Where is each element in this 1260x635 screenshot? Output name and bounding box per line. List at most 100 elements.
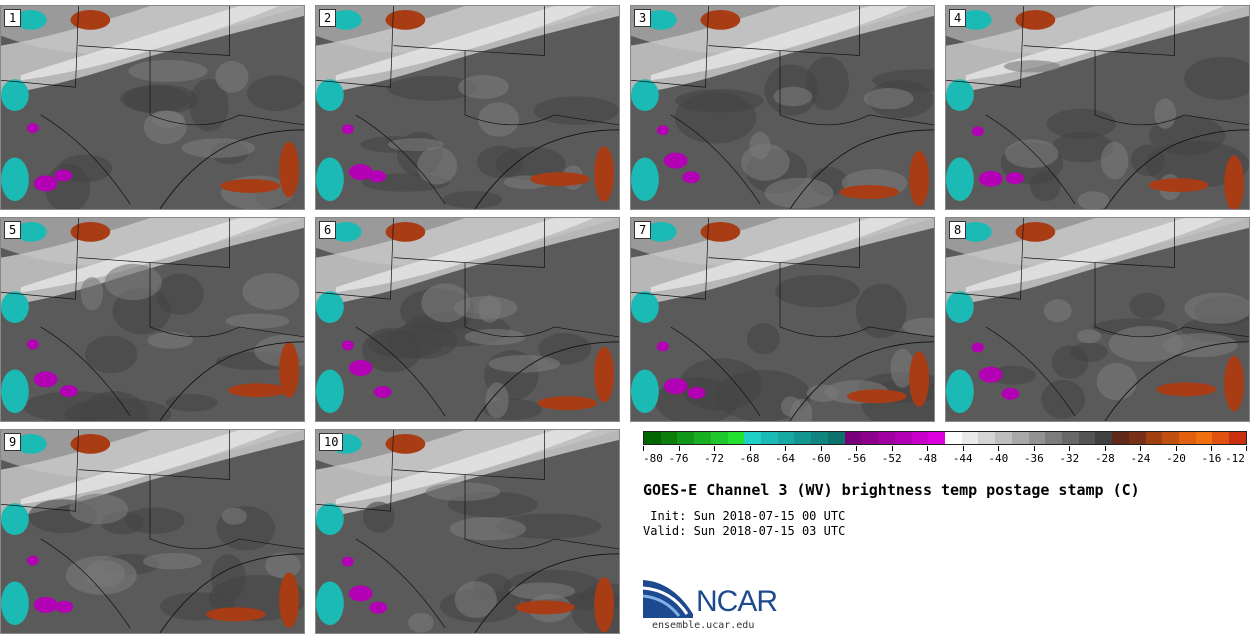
colorbar-tick-label: -52 xyxy=(881,452,902,465)
colorbar-tick xyxy=(714,446,716,451)
colorbar-tick-label: -48 xyxy=(917,452,938,465)
panel-label: 10 xyxy=(319,433,344,451)
ncar-logo-text: NCAR xyxy=(696,585,778,618)
colorbar-tick-label: -60 xyxy=(810,452,831,465)
colorbar-tick-label: -20 xyxy=(1166,452,1186,465)
colorbar-swatch xyxy=(1179,432,1196,444)
map-panel: 10 xyxy=(315,429,620,634)
colorbar-swatch xyxy=(1112,432,1129,444)
colorbar-tick-label: -40 xyxy=(988,452,1009,465)
colorbar-swatch xyxy=(911,432,929,444)
colorbar-swatch xyxy=(995,432,1012,444)
panel-label: 4 xyxy=(949,9,967,27)
colorbar-swatch xyxy=(1212,432,1230,444)
map-panel: 7 xyxy=(630,217,935,422)
colorbar xyxy=(643,431,1247,445)
panel-label: 3 xyxy=(634,9,652,27)
map-panel: 6 xyxy=(315,217,620,422)
panel-label: 8 xyxy=(949,221,967,239)
colorbar-tick-label: -64 xyxy=(775,452,796,465)
init-time: Init: Sun 2018-07-15 00 UTC xyxy=(643,509,846,523)
colorbar-swatch xyxy=(710,432,728,444)
colorbar-swatch xyxy=(794,432,812,444)
map-panel: 1 xyxy=(0,5,305,210)
colorbar-swatch xyxy=(844,432,862,444)
colorbar-tick xyxy=(820,446,822,451)
colorbar-swatch xyxy=(1095,432,1113,444)
colorbar-tick xyxy=(1104,446,1106,451)
colorbar-tick xyxy=(1069,446,1071,451)
panel-label: 2 xyxy=(319,9,337,27)
colorbar-swatch xyxy=(1229,432,1246,444)
colorbar-swatch xyxy=(978,432,996,444)
colorbar-swatch xyxy=(1195,432,1213,444)
colorbar-tick-label: -16 xyxy=(1201,452,1222,465)
colorbar-tick-label: -56 xyxy=(846,452,867,465)
colorbar-tick xyxy=(1211,446,1213,451)
panel-label: 1 xyxy=(4,9,22,27)
colorbar-swatch xyxy=(694,432,711,444)
colorbar-swatch xyxy=(811,432,828,444)
ncar-logo-icon xyxy=(643,580,693,618)
colorbar-tick-label: -12 xyxy=(1225,452,1245,465)
colorbar-tick-label: -24 xyxy=(1130,452,1151,465)
colorbar-swatch xyxy=(928,432,945,444)
colorbar-swatch xyxy=(727,432,745,444)
colorbar-tick-label: -80 xyxy=(643,452,663,465)
colorbar-tick xyxy=(678,446,680,451)
colorbar-swatch xyxy=(1145,432,1163,444)
colorbar-tick xyxy=(1246,446,1247,451)
colorbar-swatch xyxy=(1028,432,1046,444)
map-panel: 3 xyxy=(630,5,935,210)
colorbar-swatch xyxy=(660,432,678,444)
colorbar-tick xyxy=(643,446,644,451)
colorbar-tick-label: -76 xyxy=(668,452,689,465)
panel-label: 6 xyxy=(319,221,337,239)
colorbar-tick xyxy=(856,446,858,451)
colorbar-swatch xyxy=(777,432,795,444)
valid-time: Valid: Sun 2018-07-15 03 UTC xyxy=(643,524,846,538)
colorbar-tick xyxy=(1033,446,1035,451)
panel-label: 9 xyxy=(4,433,22,451)
colorbar-swatch xyxy=(961,432,979,444)
colorbar-swatch xyxy=(677,432,695,444)
colorbar-tick xyxy=(785,446,787,451)
colorbar-swatch xyxy=(1078,432,1096,444)
colorbar-tick xyxy=(891,446,893,451)
colorbar-swatch xyxy=(1061,432,1079,444)
colorbar-swatch xyxy=(861,432,879,444)
colorbar-swatch xyxy=(827,432,845,444)
colorbar-tick xyxy=(1140,446,1142,451)
colorbar-tick xyxy=(998,446,1000,451)
colorbar-swatch xyxy=(878,432,895,444)
colorbar-tick-label: -28 xyxy=(1094,452,1115,465)
colorbar-tick-label: -72 xyxy=(704,452,724,465)
colorbar-swatch xyxy=(1011,432,1029,444)
map-panel: 5 xyxy=(0,217,305,422)
colorbar-swatch xyxy=(944,432,962,444)
colorbar-swatch xyxy=(1045,432,1062,444)
colorbar-tick xyxy=(962,446,964,451)
colorbar-swatch xyxy=(894,432,912,444)
colorbar-tick xyxy=(749,446,751,451)
panel-label: 5 xyxy=(4,221,22,239)
colorbar-swatch xyxy=(1128,432,1146,444)
colorbar-tick xyxy=(1175,446,1177,451)
panel-label: 7 xyxy=(634,221,652,239)
map-panel: 2 xyxy=(315,5,620,210)
map-panel: 4 xyxy=(945,5,1250,210)
colorbar-swatch xyxy=(744,432,762,444)
figure-title: GOES-E Channel 3 (WV) brightness temp po… xyxy=(643,481,1140,499)
map-panel: 8 xyxy=(945,217,1250,422)
colorbar-swatch xyxy=(1162,432,1179,444)
colorbar-tick-label: -32 xyxy=(1059,452,1080,465)
colorbar-tick xyxy=(927,446,929,451)
colorbar-ticks: -80 -76 -72 -68 -64 -60 -56 -52 -48 -44 -40 -36 -32 -… xyxy=(643,446,1247,470)
map-panel: 9 xyxy=(0,429,305,634)
colorbar-swatch xyxy=(761,432,778,444)
colorbar-tick-label: -44 xyxy=(952,452,973,465)
colorbar-swatch xyxy=(644,432,661,444)
colorbar-tick-label: -36 xyxy=(1023,452,1044,465)
colorbar-tick-label: -68 xyxy=(739,452,760,465)
website-link[interactable]: ensemble.ucar.edu xyxy=(652,620,755,631)
